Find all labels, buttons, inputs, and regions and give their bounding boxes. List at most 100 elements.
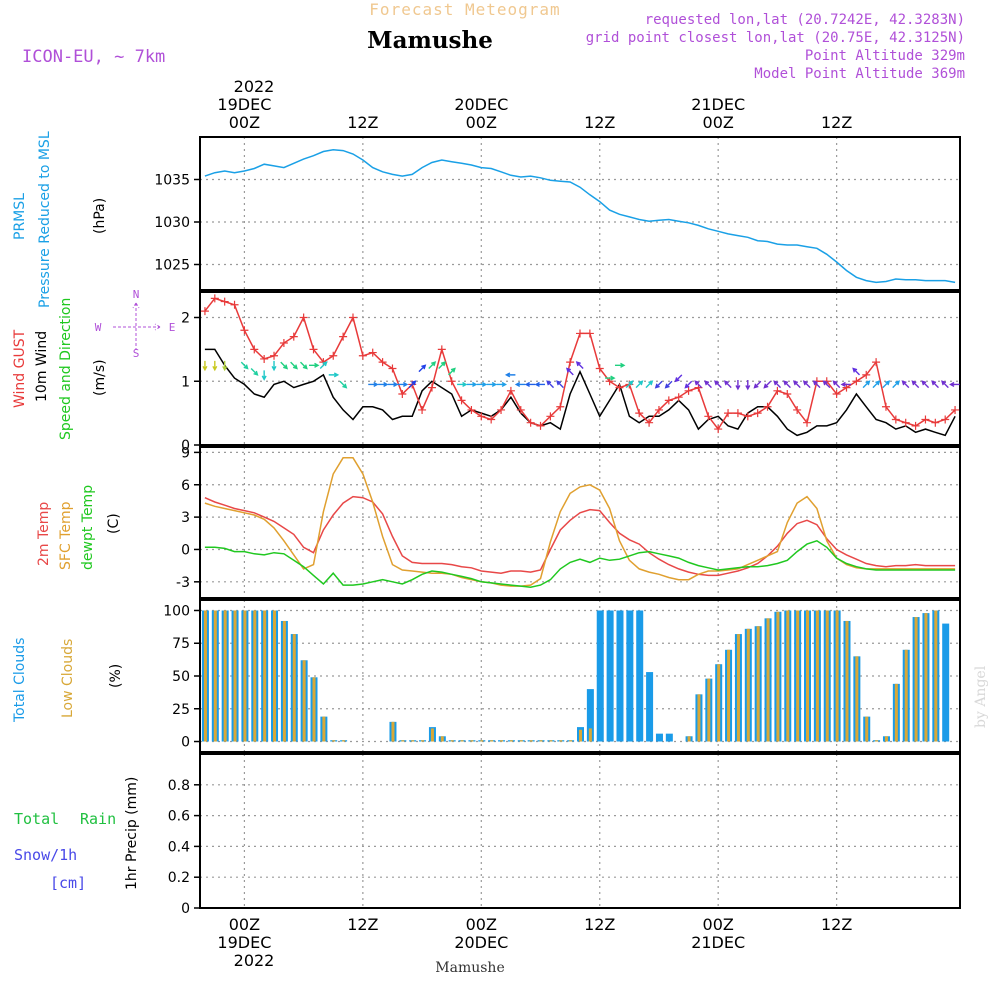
gust-marker bbox=[911, 421, 920, 430]
gust-marker bbox=[526, 418, 535, 427]
wind-direction-arrow bbox=[387, 381, 399, 387]
gust-marker bbox=[240, 326, 249, 335]
low-cloud-bar bbox=[509, 740, 513, 742]
wind-direction-arrow bbox=[378, 381, 389, 387]
low-cloud-bar bbox=[825, 610, 829, 742]
top-day-label: 21DEC bbox=[691, 95, 745, 114]
gust-marker bbox=[635, 409, 644, 418]
bottom-tick-label: 12Z bbox=[347, 915, 378, 934]
wind-direction-arrow bbox=[694, 380, 703, 389]
y-tick-label: 1035 bbox=[154, 173, 190, 189]
compass-w: W bbox=[95, 321, 102, 334]
gust-marker bbox=[477, 412, 486, 421]
gust-marker bbox=[230, 300, 239, 309]
low-cloud-bar bbox=[756, 626, 760, 742]
gust-label: Wind GUST bbox=[12, 329, 28, 408]
gust-marker bbox=[447, 377, 456, 386]
gust-marker bbox=[556, 402, 565, 411]
gust-marker bbox=[951, 405, 960, 414]
low-cloud-bar bbox=[430, 728, 434, 742]
y-tick-label: 50 bbox=[172, 669, 190, 685]
y-tick-label: 0 bbox=[181, 542, 190, 558]
low-cloud-bar bbox=[480, 740, 484, 742]
low-cloud-bar bbox=[924, 613, 928, 742]
wind-direction-arrow bbox=[783, 380, 791, 389]
low-cloud-bar bbox=[450, 740, 454, 742]
gust-marker bbox=[348, 313, 357, 322]
low-cloud-bar bbox=[460, 740, 464, 742]
wind-direction-arrow bbox=[723, 380, 732, 389]
low-cloud-bar bbox=[243, 610, 247, 742]
gust-marker bbox=[546, 412, 555, 421]
bottom-year-label: 2022 bbox=[234, 951, 275, 970]
low-cloud-bar bbox=[875, 740, 879, 742]
precip-rain-label: Rain bbox=[80, 810, 116, 828]
wind-direction-arrow bbox=[812, 380, 821, 389]
wind-direction-arrow bbox=[614, 362, 626, 368]
low-cloud-bar bbox=[322, 716, 326, 742]
wind-direction-arrow bbox=[949, 381, 960, 387]
gust-marker bbox=[714, 425, 723, 434]
gust-marker bbox=[645, 418, 654, 427]
gust-marker bbox=[457, 396, 466, 405]
station-title: Mamushe bbox=[367, 27, 493, 54]
total-cloud-bar bbox=[655, 733, 663, 742]
total-cloud-bar bbox=[586, 689, 594, 742]
clouds-panel: 0 25 50 75 100 bbox=[163, 599, 961, 753]
gust-marker bbox=[566, 358, 575, 367]
compass-n: N bbox=[133, 288, 140, 301]
gust-marker bbox=[704, 412, 713, 421]
wind-direction-arrow bbox=[872, 380, 881, 389]
y-tick-label: 3 bbox=[181, 510, 190, 526]
low-cloud-bar bbox=[302, 660, 306, 742]
y-tick-label: 0 bbox=[181, 438, 190, 454]
compass-s: S bbox=[133, 347, 140, 360]
top-tick-label: 00Z bbox=[703, 113, 734, 132]
gust-marker bbox=[664, 396, 673, 405]
wind-direction-arrow bbox=[931, 380, 939, 389]
wind-direction-arrow bbox=[222, 360, 228, 372]
wind-direction-arrow bbox=[704, 380, 712, 389]
top-year-label: 2022 bbox=[234, 77, 275, 96]
wind-direction-arrow bbox=[840, 381, 851, 387]
gust-marker bbox=[398, 390, 407, 398]
wind-direction-arrow bbox=[428, 361, 437, 369]
low-cloud-bar bbox=[815, 610, 819, 742]
gust-marker bbox=[931, 418, 940, 427]
low-cloud-bar bbox=[263, 610, 267, 742]
wind-direction-arrow bbox=[565, 367, 574, 376]
gust-marker bbox=[595, 364, 604, 373]
bottom-tick-label: 00Z bbox=[703, 915, 734, 934]
wind-direction-arrow bbox=[802, 380, 811, 389]
wind-direction-arrow bbox=[605, 375, 616, 381]
y-tick-label: 100 bbox=[163, 603, 190, 619]
total-cloud-bar bbox=[626, 610, 634, 742]
gust-marker bbox=[763, 402, 772, 411]
gust-marker bbox=[427, 383, 436, 392]
gust-marker bbox=[279, 339, 288, 347]
low-cloud-bar bbox=[470, 740, 474, 742]
precip-side-labels: Total Rain Snow/1h [cm] 1hr Precip (mm) bbox=[14, 777, 140, 892]
temp-unit-label: (C) bbox=[106, 513, 122, 534]
low-cloud-bar bbox=[490, 740, 494, 742]
bottom-tick-label: 12Z bbox=[584, 915, 615, 934]
gust-marker bbox=[309, 345, 318, 354]
low-cloud-bar bbox=[529, 740, 533, 742]
low-cloud-bar bbox=[727, 649, 731, 742]
low-cloud-bar bbox=[697, 694, 701, 742]
low-cloud-bar bbox=[588, 728, 592, 742]
gust-marker bbox=[684, 386, 693, 395]
point-altitude: Point Altitude 329m bbox=[805, 48, 965, 64]
wind-direction-arrow bbox=[575, 361, 584, 369]
low-cloud-bar bbox=[786, 610, 790, 742]
gust-marker bbox=[388, 364, 397, 373]
low-cloud-bar bbox=[391, 721, 395, 742]
banner-title: Forecast Meteogram bbox=[369, 0, 560, 19]
top-day-labels: 19DEC 20DEC 21DEC bbox=[217, 95, 745, 114]
wind-direction-arrow bbox=[534, 381, 546, 387]
low-cloud-bar bbox=[569, 740, 573, 742]
wind-direction-arrow bbox=[921, 380, 930, 389]
precip-cm-label: [cm] bbox=[50, 874, 86, 892]
